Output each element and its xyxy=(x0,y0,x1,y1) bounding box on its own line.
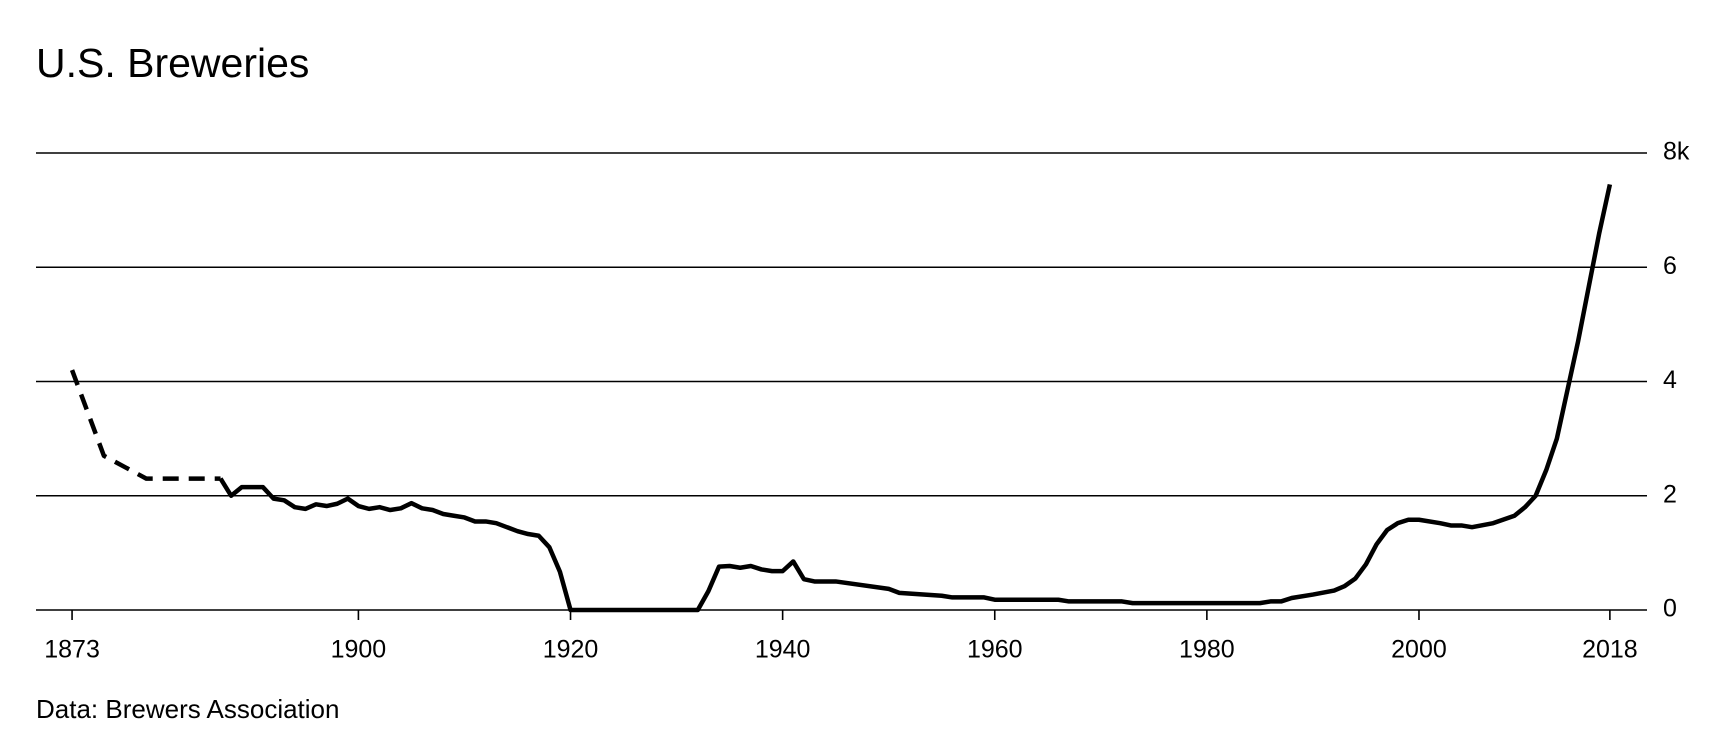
chart-title: U.S. Breweries xyxy=(36,40,309,86)
x-tick-label: 1940 xyxy=(755,636,811,664)
line-series xyxy=(218,183,1613,613)
x-tick-label: 1980 xyxy=(1179,636,1235,664)
line-series xyxy=(69,369,221,481)
source-note: Data: Brewers Association xyxy=(36,694,339,724)
x-tick-label: 1873 xyxy=(44,636,100,664)
y-tick-label: 0 xyxy=(1663,595,1677,623)
y-tick-label: 4 xyxy=(1663,366,1677,394)
x-tick-label: 1960 xyxy=(967,636,1023,664)
y-tick-label: 6 xyxy=(1663,252,1677,280)
x-tick-label: 1900 xyxy=(331,636,387,664)
x-tick-label: 2000 xyxy=(1391,636,1447,664)
y-tick-label: 2 xyxy=(1663,480,1677,508)
y-tick-label: 8k xyxy=(1663,138,1690,166)
x-tick-label: 2018 xyxy=(1582,636,1638,664)
x-tick-label: 1920 xyxy=(543,636,599,664)
